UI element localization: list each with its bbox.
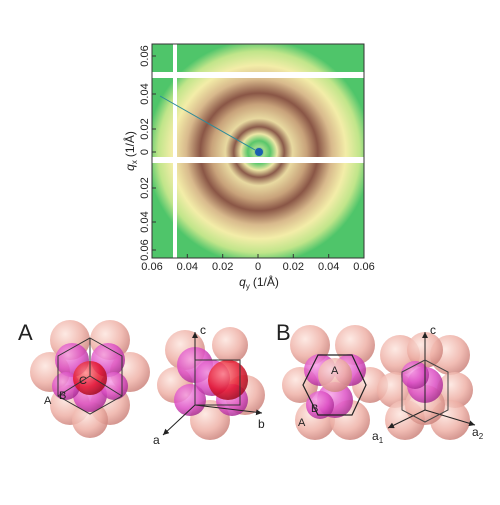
symbol: a xyxy=(472,425,479,439)
symbol: q xyxy=(239,275,246,289)
axis-name: c xyxy=(200,323,206,337)
subscript: 1 xyxy=(379,436,384,445)
overlay: A B C c a b A B A c a1 a2 xyxy=(44,323,484,447)
layer-label: B xyxy=(59,390,66,402)
axis-name: b xyxy=(258,417,265,431)
y-tick-label: 0.02 xyxy=(139,118,151,139)
y-tick-label: 0 xyxy=(139,149,151,155)
panel-label: A xyxy=(18,320,33,345)
detector-gap xyxy=(173,44,177,258)
axis-name: a1 xyxy=(372,429,384,445)
sphere xyxy=(437,372,473,408)
unit-cell xyxy=(194,359,241,406)
sphere xyxy=(72,402,108,438)
tick-group: 0.06 0.04 0.02 0 0.02 0.04 0.060.060.040.0200.… xyxy=(139,45,375,273)
unit: (1/Å) xyxy=(253,274,279,289)
sphere xyxy=(52,372,80,400)
beamstop-arm xyxy=(159,95,256,151)
sphere xyxy=(306,391,334,419)
y-tick-label: 0.06 xyxy=(139,45,151,66)
edge xyxy=(89,375,123,397)
axis-arrow xyxy=(162,404,196,436)
symbol: q xyxy=(123,164,137,171)
layer-label: A xyxy=(44,395,52,407)
axis-name: c xyxy=(430,323,436,337)
y-axis-label: qx (1/Å) xyxy=(122,131,139,171)
hcp-cell xyxy=(377,332,473,440)
x-tick-label: 0.04 xyxy=(177,261,198,273)
layer-label: A xyxy=(298,417,306,429)
subscript: 2 xyxy=(479,432,484,441)
subscript: x xyxy=(130,160,139,164)
y-tick-label: 0.04 xyxy=(139,211,151,232)
hexagon xyxy=(57,337,123,415)
x-tick-label: 0.06 xyxy=(141,261,162,273)
x-tick-label: 0.02 xyxy=(283,261,304,273)
axis-name: a2 xyxy=(472,425,484,441)
symbol: a xyxy=(372,429,379,443)
beam-center xyxy=(255,148,263,156)
detector-gap xyxy=(152,157,364,163)
sphere xyxy=(73,361,107,395)
edge xyxy=(57,375,91,397)
unit: (1/Å) xyxy=(122,131,137,157)
x-tick-label: 0.04 xyxy=(318,261,339,273)
axis-arrow xyxy=(424,409,476,427)
axis-arrow xyxy=(387,409,426,429)
layer-label: A xyxy=(331,365,339,377)
detector-gap xyxy=(152,72,364,78)
axis-arrow xyxy=(194,404,263,416)
hexagon xyxy=(302,354,367,416)
x-tick-label: 0 xyxy=(255,261,261,273)
y-tick-label: 0.04 xyxy=(139,83,151,104)
x-tick-label: 0.06 xyxy=(353,261,374,273)
layer-label: B xyxy=(311,403,318,415)
panel-label: B xyxy=(276,320,291,345)
y-tick-label: 0.02 xyxy=(139,177,151,198)
fcc-cell xyxy=(157,327,265,440)
sphere xyxy=(212,327,248,363)
sphere xyxy=(401,361,429,389)
sphere xyxy=(174,384,206,416)
layer-label: C xyxy=(79,375,87,387)
subscript: y xyxy=(246,282,250,291)
unit-cell xyxy=(401,359,449,423)
sphere xyxy=(208,360,248,400)
sphere xyxy=(318,358,352,392)
x-axis-label: qy (1/Å) xyxy=(239,274,279,291)
sphere xyxy=(100,372,128,400)
axis-name: a xyxy=(153,433,160,447)
hcp-cluster xyxy=(282,325,388,440)
y-tick-label: 0.06 xyxy=(139,239,151,260)
x-tick-label: 0.02 xyxy=(212,261,233,273)
